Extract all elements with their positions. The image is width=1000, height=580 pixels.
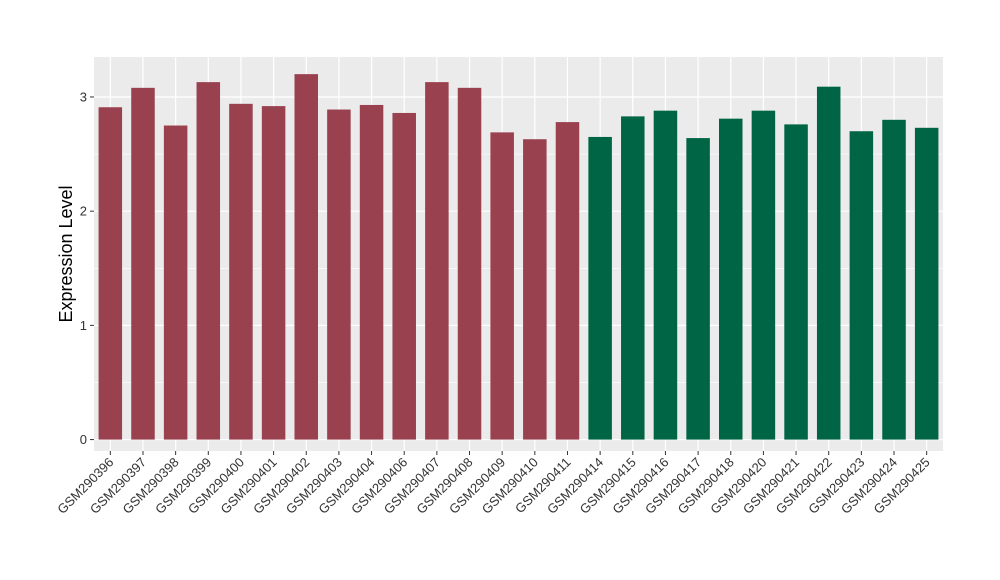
- bar-GSM290409: [490, 132, 514, 440]
- y-tick-label: 1: [80, 318, 87, 333]
- bar-GSM290425: [914, 127, 939, 440]
- bar-GSM290424: [882, 119, 906, 440]
- bar-GSM290418: [718, 118, 743, 440]
- bar-GSM290397: [131, 87, 155, 440]
- plot-panel: [94, 57, 943, 451]
- y-tick-label: 0: [80, 432, 87, 447]
- bar-GSM290410: [523, 139, 547, 440]
- bar-GSM290416: [653, 110, 678, 440]
- bar-GSM290423: [849, 131, 874, 440]
- bar-GSM290420: [751, 110, 776, 440]
- bar-GSM290411: [555, 122, 580, 440]
- bar-GSM290422: [816, 86, 841, 440]
- bar-GSM290404: [359, 104, 384, 440]
- bars: [98, 74, 939, 440]
- bar-GSM290398: [163, 125, 188, 440]
- bar-GSM290417: [686, 138, 710, 440]
- bar-GSM290396: [98, 107, 123, 440]
- y-tick-label: 3: [80, 89, 87, 104]
- bar-GSM290402: [294, 74, 319, 440]
- bar-GSM290400: [229, 103, 253, 440]
- bar-GSM290401: [261, 106, 286, 440]
- bar-GSM290403: [327, 109, 351, 440]
- bar-GSM290408: [457, 87, 482, 440]
- bar-GSM290399: [196, 82, 221, 440]
- bar-GSM290406: [392, 112, 416, 440]
- bar-GSM290415: [621, 116, 645, 440]
- bar-GSM290421: [784, 124, 808, 440]
- y-axis: 0 1 2 3: [80, 89, 94, 447]
- bar-GSM290414: [588, 136, 612, 440]
- x-axis: GSM290396GSM290397GSM290398GSM290399GSM2…: [54, 451, 933, 517]
- bar-GSM290407: [425, 82, 449, 440]
- y-tick-label: 2: [80, 204, 87, 219]
- y-axis-title: Expression Level: [56, 185, 76, 322]
